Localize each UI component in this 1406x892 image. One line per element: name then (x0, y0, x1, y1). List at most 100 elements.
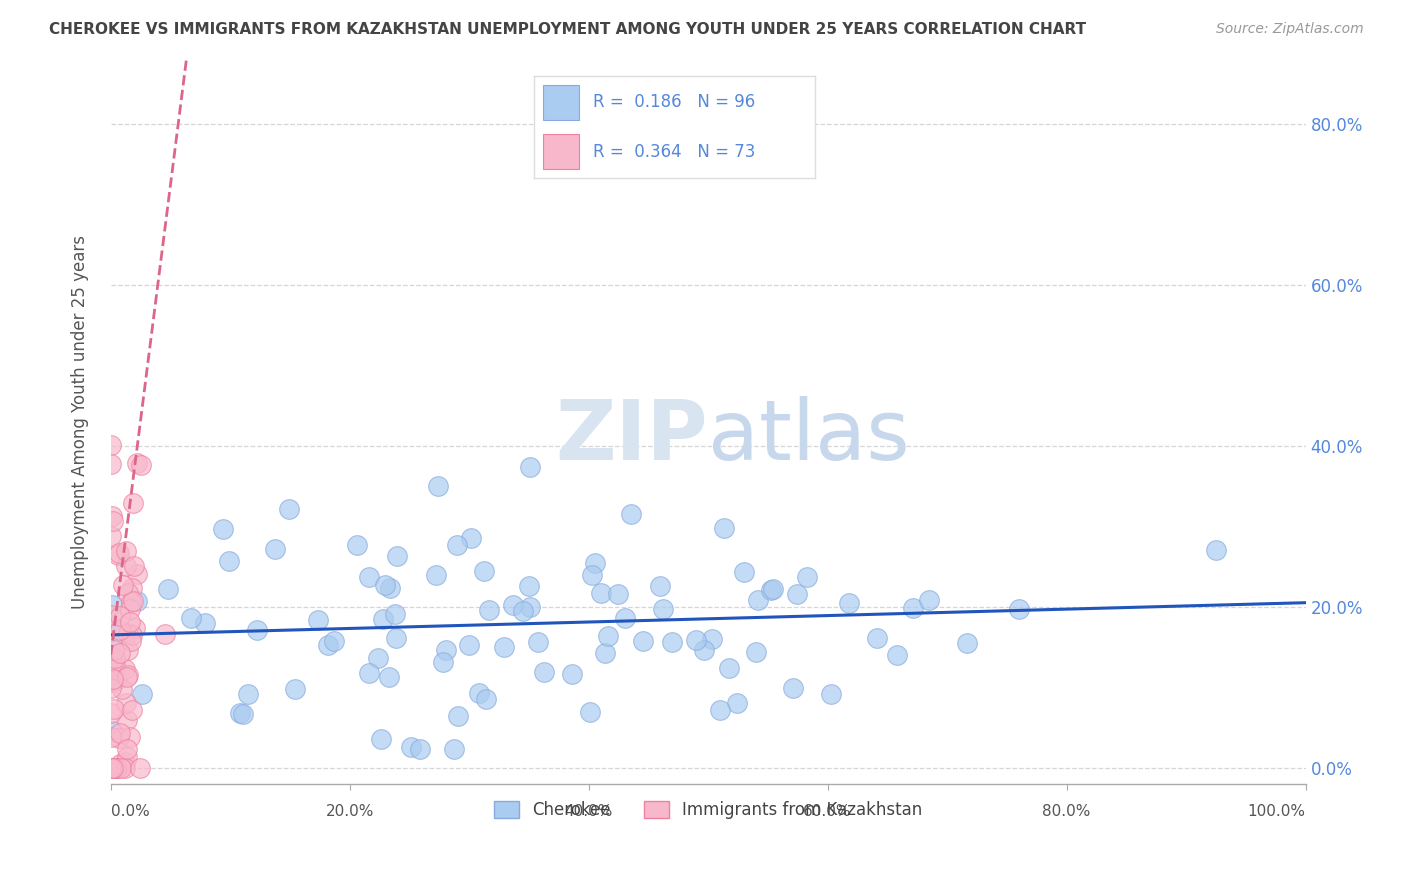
Point (447, 709, 470, 723)
Point (472, 564, 495, 578)
Point (194, 615, 217, 630)
Point (651, 601, 673, 615)
Point (425, 567, 447, 582)
Point (122, 559, 145, 574)
Point (121, 581, 143, 595)
Point (100, 509, 122, 524)
Point (101, 656, 124, 670)
Point (596, 629, 619, 643)
Text: 40.0%: 40.0% (564, 804, 613, 819)
Point (512, 604, 534, 618)
Point (533, 665, 555, 680)
Point (717, 661, 740, 675)
Point (120, 595, 142, 609)
Point (101, 672, 124, 686)
Text: 20.0%: 20.0% (326, 804, 374, 819)
Point (727, 696, 749, 710)
Point (110, 761, 132, 775)
Point (117, 714, 139, 728)
Point (129, 458, 152, 473)
Point (131, 687, 153, 701)
Y-axis label: Unemployment Among Youth under 25 years: Unemployment Among Youth under 25 years (72, 235, 89, 608)
Point (110, 646, 132, 660)
Point (359, 666, 381, 681)
Point (593, 646, 616, 660)
Point (104, 761, 127, 775)
Text: 60.0%: 60.0% (803, 804, 852, 819)
Point (236, 687, 259, 701)
Point (232, 706, 254, 721)
Point (110, 623, 132, 637)
Point (100, 761, 122, 775)
Point (886, 648, 908, 662)
Point (380, 581, 402, 595)
Point (713, 521, 735, 535)
Point (100, 457, 122, 471)
Point (125, 456, 148, 470)
Point (115, 749, 138, 764)
Point (370, 732, 392, 747)
Point (108, 608, 131, 623)
Point (693, 643, 716, 657)
Point (114, 761, 136, 775)
Point (277, 501, 299, 516)
Point (918, 593, 941, 607)
Point (100, 681, 122, 696)
Point (101, 598, 124, 612)
Point (100, 761, 122, 775)
Point (589, 586, 612, 600)
Point (103, 514, 125, 528)
Point (709, 703, 731, 717)
Point (685, 633, 707, 648)
Point (118, 615, 141, 629)
Point (526, 634, 548, 648)
Point (114, 662, 136, 676)
Point (100, 730, 122, 744)
Point (110, 682, 132, 697)
Point (100, 673, 122, 688)
Bar (543, 135, 579, 169)
Point (245, 623, 267, 637)
Point (759, 582, 782, 597)
Point (661, 634, 683, 648)
Point (157, 582, 180, 596)
Point (115, 742, 138, 756)
Point (519, 459, 541, 474)
Point (443, 742, 465, 756)
Point (117, 670, 139, 684)
Point (700, 632, 723, 646)
Point (100, 761, 122, 775)
Point (492, 640, 515, 655)
Point (786, 587, 808, 601)
Point (284, 682, 307, 697)
Point (100, 608, 122, 623)
Point (101, 619, 124, 633)
Point (122, 594, 145, 608)
Point (120, 602, 142, 616)
Point (229, 706, 252, 720)
Point (745, 645, 768, 659)
Point (121, 627, 143, 641)
Point (125, 567, 148, 582)
Point (838, 596, 860, 610)
Point (371, 612, 394, 626)
Point (121, 495, 143, 509)
Point (100, 761, 122, 775)
Bar (543, 85, 579, 120)
Point (733, 566, 755, 580)
Point (101, 724, 124, 739)
Point (120, 730, 142, 744)
Point (613, 610, 636, 624)
Point (517, 579, 540, 593)
Point (100, 706, 122, 721)
Point (367, 650, 389, 665)
Point (1205, 542, 1227, 557)
Point (357, 570, 380, 584)
Point (747, 592, 769, 607)
Point (446, 538, 468, 552)
Text: 80.0%: 80.0% (1042, 804, 1091, 819)
Point (100, 673, 122, 688)
Point (579, 706, 602, 720)
Point (114, 755, 136, 769)
Point (114, 558, 136, 573)
